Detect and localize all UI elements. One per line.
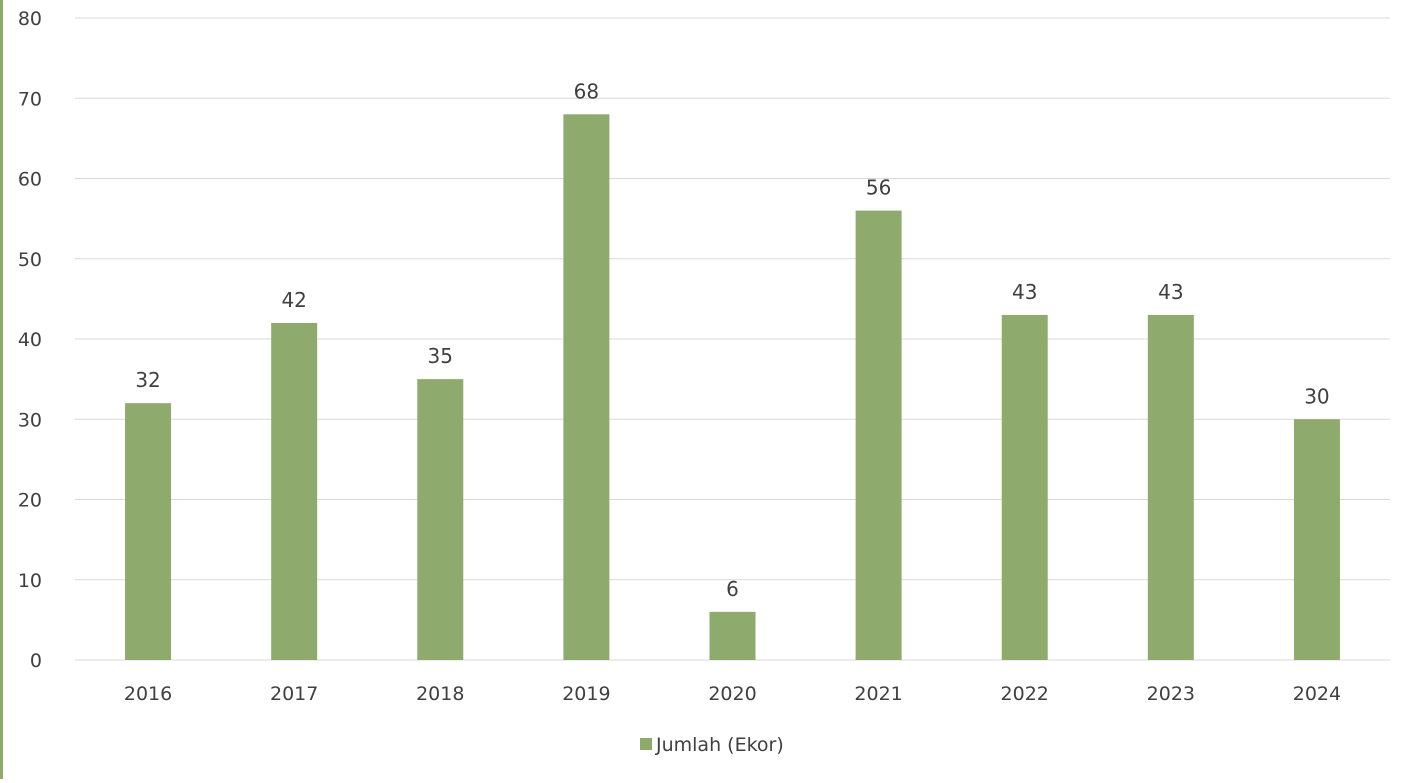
bar-2021 (855, 210, 902, 660)
bar-2022 (1001, 314, 1048, 660)
data-label-2016: 32 (135, 368, 160, 392)
x-tick-label-2021: 2021 (854, 683, 902, 705)
bar-2023 (1147, 314, 1194, 660)
x-tick-label-2019: 2019 (562, 683, 610, 705)
bar-2016 (125, 403, 172, 660)
x-tick-label-2020: 2020 (708, 683, 756, 705)
x-tick-label-2016: 2016 (124, 683, 172, 705)
bar-2018 (417, 379, 464, 660)
y-tick-label: 30 (18, 409, 42, 431)
data-label-2023: 43 (1158, 280, 1183, 304)
x-tick-label-2018: 2018 (416, 683, 464, 705)
bar-2020 (709, 611, 756, 660)
y-tick-label: 50 (18, 249, 42, 271)
y-tick-label: 20 (18, 490, 42, 512)
bar-2024 (1293, 419, 1340, 660)
y-tick-label: 80 (18, 8, 42, 30)
data-label-2024: 30 (1304, 384, 1329, 408)
y-tick-label: 10 (18, 570, 42, 592)
data-label-2017: 42 (281, 288, 306, 312)
x-tick-label-2023: 2023 (1147, 683, 1195, 705)
legend: Jumlah (Ekor) (640, 734, 784, 756)
y-tick-label: 0 (30, 650, 42, 672)
y-tick-label: 60 (18, 169, 42, 191)
data-label-2021: 56 (866, 176, 891, 200)
bar-2017 (271, 322, 318, 660)
y-axis: 0 10 20 30 40 50 60 70 80 (18, 8, 42, 672)
data-label-2020: 6 (726, 577, 739, 601)
x-tick-label-2024: 2024 (1293, 683, 1341, 705)
data-labels: 32 42 35 68 6 56 43 43 30 (135, 79, 1329, 601)
y-tick-label: 40 (18, 329, 42, 351)
data-label-2018: 35 (428, 344, 453, 368)
x-tick-label-2022: 2022 (1001, 683, 1049, 705)
legend-label: Jumlah (Ekor) (655, 734, 784, 756)
left-border (0, 0, 3, 779)
data-label-2022: 43 (1012, 280, 1037, 304)
x-axis: 2016 2017 2018 2019 2020 2021 2022 2023 2024 (124, 683, 1341, 705)
data-label-2019: 68 (574, 79, 599, 103)
bars (125, 114, 1340, 661)
x-tick-label-2017: 2017 (270, 683, 318, 705)
legend-swatch (640, 738, 652, 750)
bar-2019 (563, 114, 610, 661)
y-tick-label: 70 (18, 88, 42, 110)
